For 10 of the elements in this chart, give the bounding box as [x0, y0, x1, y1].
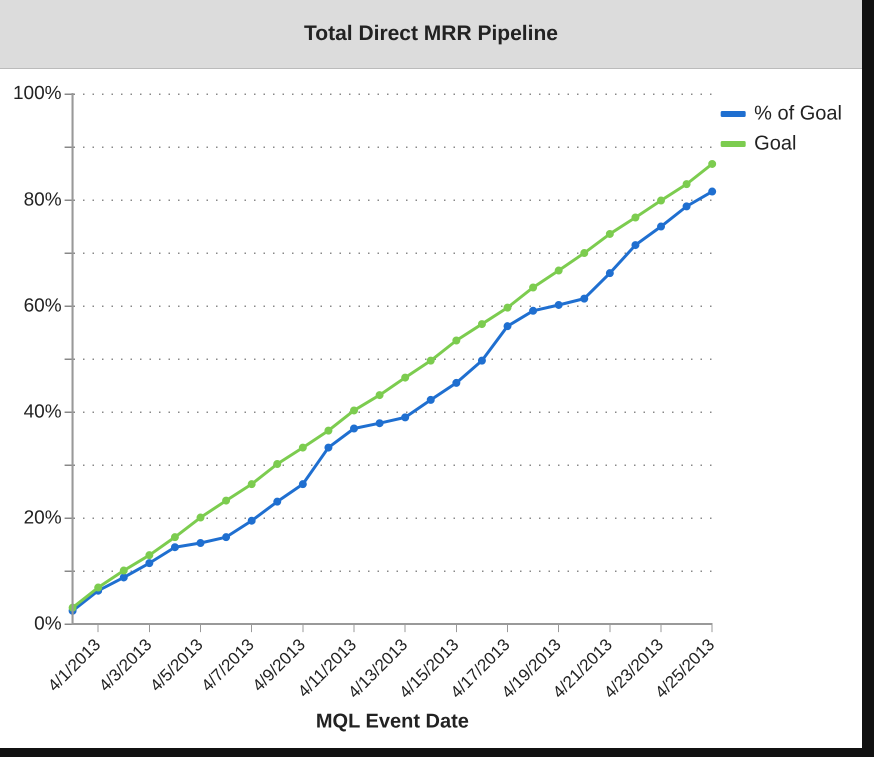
x-axis-title: MQL Event Date — [316, 710, 469, 733]
y-tick-label: 100% — [12, 83, 62, 104]
y-tick-label: 40% — [24, 401, 62, 422]
y-tick-label: 20% — [24, 507, 62, 528]
legend-label: % of Goal — [754, 102, 842, 125]
y-tick-label: 0% — [34, 613, 62, 634]
chart-title: Total Direct MRR Pipeline — [0, 0, 862, 69]
y-tick-label: 80% — [24, 189, 62, 210]
y-tick-label: 60% — [24, 295, 62, 316]
legend-label: Goal — [754, 132, 796, 155]
